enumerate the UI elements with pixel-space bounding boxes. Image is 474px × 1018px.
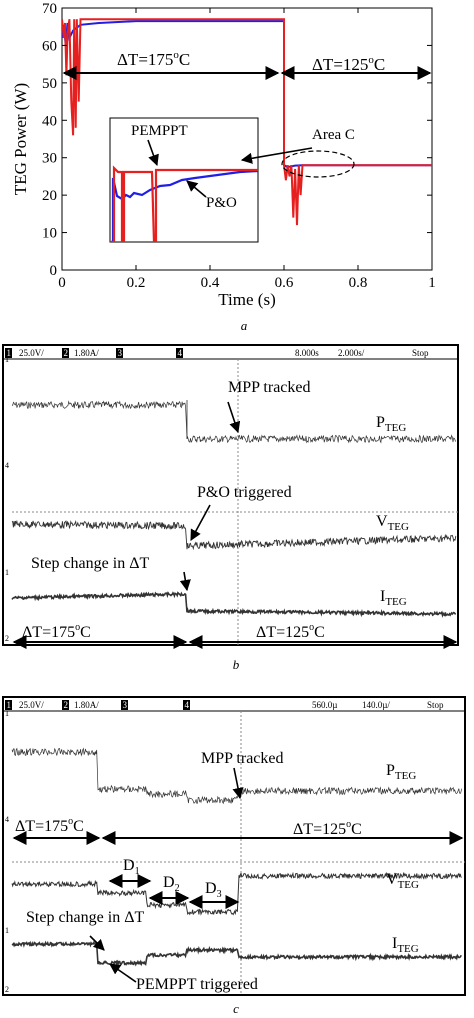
d3-label: D3 [205, 880, 222, 900]
x-tick-label: 0.8 [349, 275, 368, 291]
step-change-arrow [89, 935, 105, 951]
dt175-label-b: ΔT=175oC [22, 622, 91, 641]
pemppt-triggered-label: PEMPPT triggered [136, 976, 258, 993]
channel-marker: 4 [5, 815, 9, 824]
area-c-arrow [240, 147, 313, 164]
panel-c: 1 25.0V/ 2 1.80A/ 3 4 560.0µ 140.0µ/ Sto… [2, 696, 466, 1016]
step-change-arrow [179, 571, 191, 592]
dt125-label-b: ΔT=125oC [256, 622, 325, 641]
area-c-ellipse [281, 150, 355, 178]
channel-marker: 1 [5, 709, 9, 718]
svg-text:2: 2 [64, 700, 69, 710]
svg-text:1.80A/: 1.80A/ [74, 700, 99, 710]
inset-series-group [110, 165, 258, 242]
panel-b: 1 25.0V/ 2 1.80A/ 3 4 8.000s 2.000s/ Sto… [2, 344, 459, 672]
y-tick-label: 60 [42, 38, 57, 54]
channel-marker: 2 [5, 634, 9, 643]
y-tick-label: 30 [42, 151, 57, 167]
panel-b-caption: b [233, 657, 240, 672]
svg-text:Stop: Stop [412, 348, 429, 358]
y-tick-label: 70 [42, 1, 57, 17]
svg-text:4: 4 [185, 700, 190, 710]
svg-text:1: 1 [7, 700, 12, 710]
i-teg-trace [11, 591, 457, 618]
scope-traces: 1 4 1 2 [5, 355, 457, 643]
step-change-label: Step change in ΔT [31, 555, 149, 572]
scope-screen [2, 696, 466, 996]
x-tick-label: 1 [428, 275, 436, 291]
svg-text:8.000s: 8.000s [295, 348, 319, 358]
svg-text:1: 1 [7, 348, 12, 358]
panel-a-caption: a [241, 318, 248, 333]
svg-text:25.0V/: 25.0V/ [19, 700, 44, 710]
y-axis-label: TEG Power (W) [11, 83, 30, 195]
svg-text:Stop: Stop [427, 700, 444, 710]
x-tick-label: 0.6 [275, 275, 294, 291]
panel-c-caption: c [233, 1001, 239, 1016]
svg-text:25.0V/: 25.0V/ [19, 348, 44, 358]
channel-marker: 2 [5, 985, 9, 994]
v-teg-trace [11, 519, 457, 551]
scope-header: 1 25.0V/ 2 1.80A/ 3 4 560.0µ 140.0µ/ Sto… [3, 700, 465, 712]
svg-text:3: 3 [118, 348, 123, 358]
x-tick-label: 0 [58, 275, 66, 291]
inset-series-po [110, 169, 258, 242]
d2-label: D2 [163, 874, 180, 894]
series-line-po [62, 20, 432, 169]
d1-label: D1 [123, 857, 140, 877]
scope-header: 1 25.0V/ 2 1.80A/ 3 4 8.000s 2.000s/ Sto… [3, 348, 458, 360]
po-triggered-arrow [190, 504, 211, 541]
p-teg-label: PTEG [376, 414, 406, 434]
pemppt-arrow [147, 139, 159, 167]
po-arrow [186, 180, 207, 198]
y-tick-label: 50 [42, 76, 57, 92]
x-axis-label: Time (s) [218, 290, 275, 309]
dt125-label-c: ΔT=125oC [293, 819, 362, 838]
p-teg-trace [11, 400, 457, 444]
channel-marker: 4 [5, 461, 9, 470]
area-c-label: Area C [312, 127, 355, 143]
channel-marker: 1 [5, 926, 9, 935]
svg-text:4: 4 [178, 348, 183, 358]
i-teg-trace [11, 940, 462, 968]
v-teg-trace [11, 871, 462, 916]
dt175-label-c: ΔT=175oC [15, 816, 84, 835]
x-tick-label: 0.2 [127, 275, 146, 291]
pemppt-triggered-arrow [109, 963, 137, 983]
svg-text:1.80A/: 1.80A/ [74, 348, 99, 358]
v-teg-label: VTEG [376, 513, 409, 533]
inset-series-pemppt [110, 165, 258, 242]
po-label: P&O [206, 195, 237, 211]
i-teg-label: ITEG [392, 935, 419, 955]
y-tick-label: 40 [42, 113, 57, 129]
p-teg-label: PTEG [386, 762, 416, 782]
po-triggered-label: P&O triggered [197, 484, 292, 501]
pemppt-label: PEMPPT [131, 123, 188, 139]
step-change-label: Step change in ΔT [26, 909, 144, 926]
channel-marker: 1 [5, 355, 9, 364]
svg-text:3: 3 [123, 700, 128, 710]
x-tick-label: 0.4 [201, 275, 220, 291]
svg-text:140.0µ/: 140.0µ/ [362, 700, 390, 710]
mpp-arrow [227, 401, 241, 434]
i-teg-label: ITEG [380, 588, 407, 608]
v-teg-label: VTEG [386, 871, 419, 891]
dt175-label: ΔT=175oC [117, 49, 190, 69]
svg-text:2.000s/: 2.000s/ [338, 348, 365, 358]
mpp-label: MPP tracked [201, 750, 284, 767]
dt125-label: ΔT=125oC [312, 54, 385, 74]
mpp-label: MPP tracked [228, 379, 311, 396]
y-tick-label: 10 [42, 226, 57, 242]
y-tick-label: 0 [50, 263, 58, 279]
y-tick-label: 20 [42, 188, 57, 204]
channel-marker: 1 [5, 568, 9, 577]
svg-text:2: 2 [64, 348, 69, 358]
svg-text:560.0µ: 560.0µ [312, 700, 337, 710]
mpp-arrow [232, 767, 244, 800]
